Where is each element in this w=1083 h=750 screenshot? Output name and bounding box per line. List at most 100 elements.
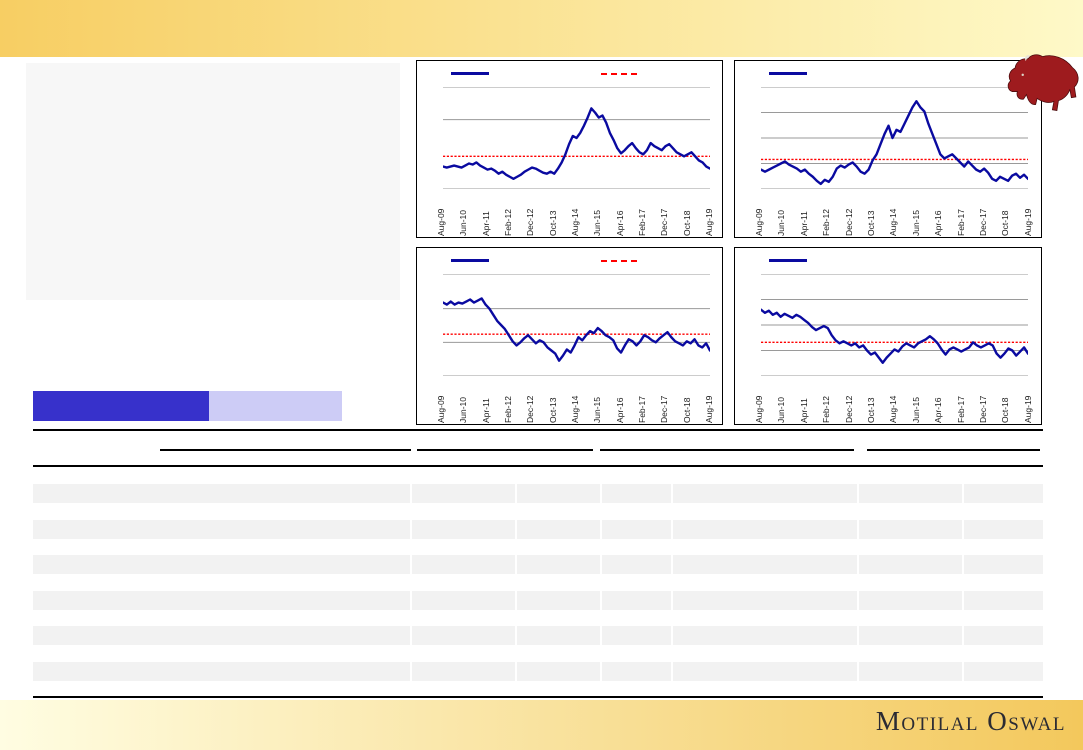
- x-axis-tick-label: Aug-19: [703, 208, 714, 236]
- x-axis-tick-label: Dec-17: [659, 208, 670, 236]
- chart-plot-area: [443, 274, 710, 376]
- column-group-rule: [600, 449, 854, 451]
- x-axis-tick-label: Jun-10: [776, 210, 787, 236]
- x-axis-tick-label: Aug-19: [1022, 208, 1033, 236]
- x-axis-tick-label: Dec-17: [978, 395, 989, 423]
- x-axis-tick-label: Aug-14: [569, 208, 580, 236]
- content-placeholder-box: [26, 63, 400, 300]
- column-group-rule: [160, 449, 411, 451]
- footer-banner: Motilal Oswal: [0, 700, 1083, 750]
- x-axis-tick-label: Feb-17: [955, 396, 966, 423]
- motilal-oswal-logo-text: Motilal Oswal: [875, 706, 1066, 736]
- chart-plot-area: [443, 87, 710, 189]
- x-axis-tick-label: Oct-13: [866, 210, 877, 236]
- x-axis-tick-label: Aug-19: [703, 395, 714, 423]
- x-axis-tick-label: Aug-19: [1022, 395, 1033, 423]
- x-axis-tick-label: Apr-16: [614, 210, 625, 236]
- x-axis-tick-label: Apr-11: [480, 211, 491, 236]
- data-series-line: [761, 310, 1028, 363]
- x-axis-tick-label: Apr-11: [480, 398, 491, 423]
- table-column-divider: [671, 661, 673, 681]
- series-line-swatch: [769, 259, 807, 262]
- chart-legend: [443, 255, 710, 267]
- chart-plot-area: [761, 87, 1028, 189]
- table-column-divider: [515, 555, 517, 574]
- x-axis-tick-label: Oct-13: [866, 397, 877, 423]
- series-line-swatch: [769, 72, 807, 75]
- table-header-top-rule: [33, 429, 1043, 431]
- chart-legend: [761, 68, 1029, 80]
- table-column-divider: [857, 519, 859, 539]
- table-column-divider: [600, 555, 602, 574]
- line-chart-bottom-right: Aug-09 Jun-10 Apr-11 Feb-12 Dec-12 Oct-13 Aug-…: [734, 247, 1042, 425]
- x-axis-tick-label: Apr-16: [933, 397, 944, 423]
- table-row: [33, 626, 1043, 645]
- x-axis-tick-label: Aug-14: [569, 395, 580, 423]
- table-column-divider: [600, 626, 602, 645]
- table-column-divider: [515, 590, 517, 610]
- x-axis-tick-label: Dec-12: [843, 395, 854, 423]
- x-axis-tick-labels: Aug-09 Jun-10 Apr-11 Feb-12 Dec-12 Oct-13 Aug-…: [436, 192, 714, 236]
- x-axis-tick-label: Feb-17: [955, 209, 966, 236]
- x-axis-tick-label: Dec-12: [525, 395, 536, 423]
- table-column-divider: [515, 519, 517, 539]
- x-axis-tick-label: Aug-14: [888, 395, 899, 423]
- x-axis-tick-label: Dec-12: [843, 208, 854, 236]
- table-column-divider: [410, 519, 412, 539]
- table-column-divider: [410, 661, 412, 681]
- x-axis-tick-label: Aug-09: [436, 208, 446, 236]
- x-axis-tick-labels: Aug-09 Jun-10 Apr-11 Feb-12 Dec-12 Oct-13 Aug-…: [754, 379, 1033, 423]
- bull-logo-icon: [1007, 54, 1079, 111]
- x-axis-tick-label: Feb-12: [502, 396, 513, 423]
- x-axis-tick-label: Oct-18: [1000, 210, 1011, 236]
- table-column-divider: [857, 626, 859, 645]
- data-series-line: [443, 108, 710, 178]
- x-axis-tick-labels: Aug-09 Jun-10 Apr-11 Feb-12 Dec-12 Oct-13 Aug-…: [436, 379, 714, 423]
- series-line-swatch: [451, 72, 489, 75]
- table-column-divider: [671, 555, 673, 574]
- table-column-divider: [600, 590, 602, 610]
- x-axis-tick-label: Jun-10: [776, 397, 787, 423]
- data-series-line: [761, 101, 1028, 184]
- top-banner: [0, 0, 1083, 57]
- x-axis-tick-label: Oct-18: [681, 210, 692, 236]
- x-axis-tick-label: Dec-17: [978, 208, 989, 236]
- table-column-divider: [410, 626, 412, 645]
- x-axis-tick-label: Dec-12: [525, 208, 536, 236]
- data-table: [33, 429, 1043, 699]
- table-column-divider: [857, 484, 859, 503]
- table-column-divider: [857, 661, 859, 681]
- progress-bar: [33, 391, 342, 421]
- table-column-divider: [410, 484, 412, 503]
- table-column-divider: [600, 661, 602, 681]
- column-group-rule: [417, 449, 593, 451]
- x-axis-tick-label: Apr-11: [798, 398, 809, 423]
- line-chart-top-right: Aug-09 Jun-10 Apr-11 Feb-12 Dec-12 Oct-13 Aug-…: [734, 60, 1042, 238]
- x-axis-tick-label: Feb-17: [636, 396, 647, 423]
- x-axis-tick-label: Oct-18: [681, 397, 692, 423]
- table-column-divider: [962, 555, 964, 574]
- table-column-divider: [962, 626, 964, 645]
- table-column-divider: [962, 590, 964, 610]
- table-row: [33, 661, 1043, 681]
- x-axis-tick-label: Jun-15: [592, 210, 603, 236]
- table-column-divider: [515, 484, 517, 503]
- table-row: [33, 519, 1043, 539]
- table-row: [33, 555, 1043, 574]
- x-axis-tick-label: Oct-18: [1000, 397, 1011, 423]
- table-column-divider: [857, 590, 859, 610]
- average-line-swatch: [601, 73, 637, 75]
- table-column-divider: [671, 519, 673, 539]
- x-axis-tick-label: Aug-09: [436, 395, 446, 423]
- x-axis-tick-label: Feb-17: [636, 209, 647, 236]
- chart-legend: [443, 68, 710, 80]
- x-axis-tick-label: Oct-13: [547, 210, 558, 236]
- table-column-divider: [671, 484, 673, 503]
- x-axis-tick-label: Aug-09: [754, 208, 764, 236]
- x-axis-tick-label: Oct-13: [547, 397, 558, 423]
- line-chart-top-left: Aug-09 Jun-10 Apr-11 Feb-12 Dec-12 Oct-13 Aug-…: [416, 60, 723, 238]
- table-column-divider: [410, 555, 412, 574]
- table-column-divider: [515, 626, 517, 645]
- table-column-divider: [962, 484, 964, 503]
